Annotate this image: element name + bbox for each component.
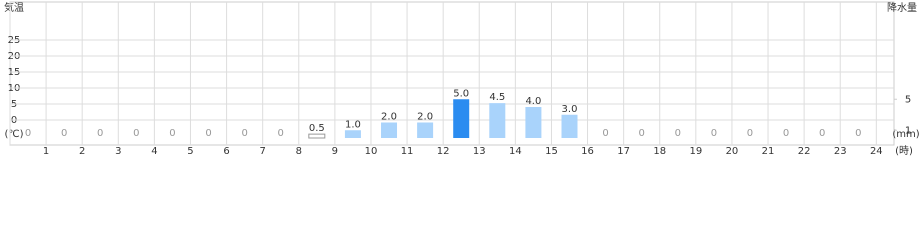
- x-tick-label: 21: [762, 146, 775, 157]
- x-tick-label: 5: [187, 146, 193, 157]
- value-label: 0: [97, 128, 103, 139]
- precip-bar: [308, 133, 326, 139]
- value-label: 4.0: [525, 96, 541, 107]
- x-tick-label: 17: [617, 146, 630, 157]
- x-tick-label: 18: [653, 146, 666, 157]
- x-tick-label: 20: [726, 146, 739, 157]
- value-label: 2.0: [417, 112, 433, 123]
- y2-tick-label: 5: [905, 94, 911, 105]
- value-label: 3.0: [562, 104, 578, 115]
- x-tick-label: 3: [115, 146, 121, 157]
- plot-area: [9, 1, 895, 146]
- x-tick-label: 7: [259, 146, 265, 157]
- value-label: 4.5: [489, 92, 505, 103]
- value-label: 0: [783, 128, 789, 139]
- x-tick-label: 23: [834, 146, 847, 157]
- chart: 気温 (℃) 降水量 (mm) (時) 05101520251512345678…: [4, 1, 920, 157]
- x-tick-label: 12: [437, 146, 450, 157]
- value-label: 5.0: [453, 88, 469, 99]
- x-tick-label: 9: [332, 146, 338, 157]
- value-label: 0: [133, 128, 139, 139]
- precip-bar: [417, 122, 434, 138]
- x-tick-label: 2: [79, 146, 85, 157]
- value-label: 0: [278, 128, 284, 139]
- y-label: 気温: [4, 1, 24, 14]
- value-label: 2.0: [381, 112, 397, 123]
- x-tick-label: 11: [401, 146, 414, 157]
- value-label: 1.0: [345, 119, 361, 130]
- precip-bar: [453, 99, 470, 138]
- value-label: 0: [819, 128, 825, 139]
- y2-tick-label: 1: [905, 125, 911, 136]
- value-label: 0: [747, 128, 753, 139]
- x-tick-label: 8: [296, 146, 302, 157]
- x-tick-label: 6: [223, 146, 229, 157]
- x-tick-label: 10: [365, 146, 378, 157]
- precip-bar: [489, 103, 506, 138]
- x-tick-label: 4: [151, 146, 157, 157]
- precip-bar: [561, 114, 578, 138]
- x-tick-label: 14: [509, 146, 522, 157]
- value-label: 0: [241, 128, 247, 139]
- precip-bar: [381, 122, 398, 138]
- y-unit: (℃): [4, 129, 23, 140]
- x-tick-label: 13: [473, 146, 486, 157]
- x-tick-label: 1: [43, 146, 49, 157]
- precip-bar: [344, 130, 361, 138]
- value-label: 0: [205, 128, 211, 139]
- value-label: 0: [639, 128, 645, 139]
- x-tick-label: 16: [581, 146, 594, 157]
- value-label: 0: [602, 128, 608, 139]
- value-label: 0: [61, 128, 67, 139]
- x-tick-label: 19: [689, 146, 702, 157]
- x-tick-label: 15: [545, 146, 558, 157]
- x-unit: (時): [895, 145, 913, 157]
- value-label: 0.5: [309, 123, 325, 134]
- x-tick-label: 24: [870, 146, 883, 157]
- value-label: 0: [711, 128, 717, 139]
- precip-bar: [525, 107, 542, 138]
- x-tick-label: 22: [798, 146, 811, 157]
- y2-label: 降水量: [887, 1, 917, 14]
- value-label: 0: [169, 128, 175, 139]
- value-label: 0: [855, 128, 861, 139]
- value-label: 0: [675, 128, 681, 139]
- y2-unit: (mm): [892, 129, 919, 140]
- value-label: 0: [25, 128, 31, 139]
